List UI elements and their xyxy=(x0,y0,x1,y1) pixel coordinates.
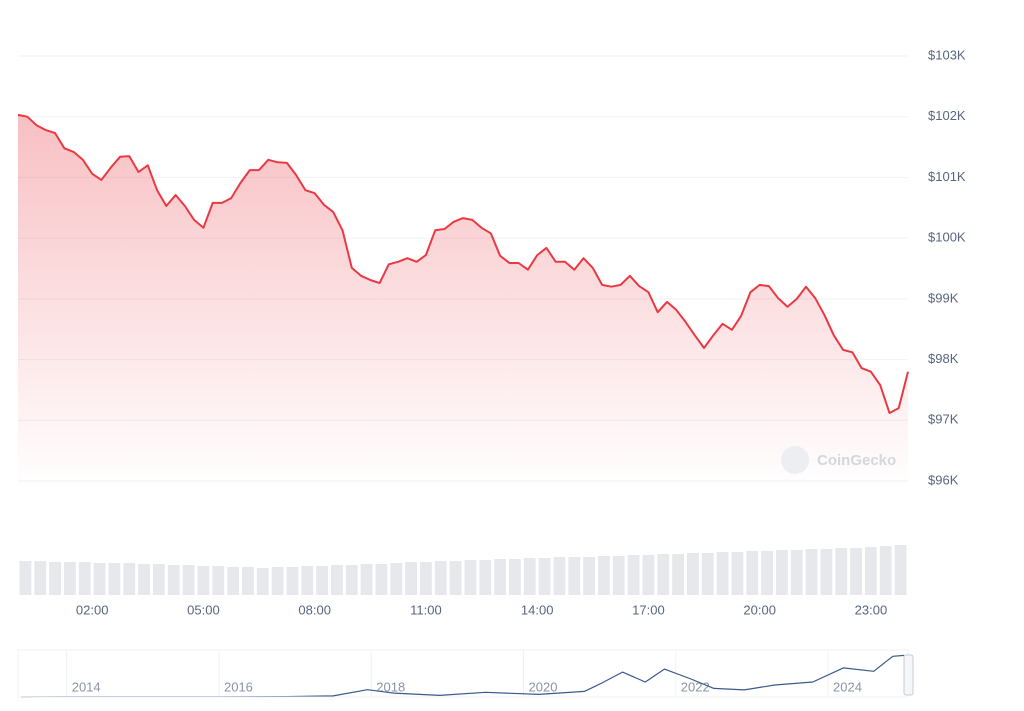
watermark-logo xyxy=(781,446,809,474)
volume-bar xyxy=(345,565,358,595)
y-tick-label: $102K xyxy=(928,108,966,123)
volume-bar xyxy=(241,567,254,595)
volume-bar xyxy=(212,566,225,595)
area-fill xyxy=(18,114,908,490)
volume-bar xyxy=(108,563,121,595)
x-tick-label: 23:00 xyxy=(855,602,888,617)
x-tick-label: 11:00 xyxy=(410,602,442,617)
volume-bar xyxy=(508,559,521,595)
x-tick-label: 17:00 xyxy=(632,602,665,617)
volume-bar xyxy=(316,566,329,595)
volume-bar xyxy=(553,557,566,595)
x-tick-label: 2022 xyxy=(681,679,710,694)
volume-bar xyxy=(182,565,195,595)
volume-bar xyxy=(197,566,210,595)
y-tick-label: $100K xyxy=(928,230,966,245)
y-tick-label: $101K xyxy=(928,169,966,184)
volume-bar xyxy=(820,549,833,595)
plot: $96K $97K $98K $99K $100K $101K $102K $103K 02:0… xyxy=(17,47,966,698)
volume-bar xyxy=(494,559,507,595)
volume-bar xyxy=(434,561,447,595)
volume-bar xyxy=(19,561,32,595)
volume-bar xyxy=(672,554,685,595)
volume-bar xyxy=(775,550,788,595)
x-tick-label: 14:00 xyxy=(521,602,554,617)
x-tick-label: 05:00 xyxy=(187,602,220,617)
volume-bar xyxy=(123,563,136,595)
navigator-frame xyxy=(17,649,909,698)
volume-bar xyxy=(93,563,106,595)
volume-bar xyxy=(805,549,818,595)
volume-bar xyxy=(746,551,759,595)
watermark-text: CoinGecko xyxy=(817,452,896,469)
volume-bar xyxy=(419,562,432,595)
volume-bar xyxy=(479,560,492,595)
volume-bar xyxy=(138,564,151,595)
volume-bar xyxy=(49,562,62,595)
volume-bar xyxy=(879,546,892,595)
navigator-line xyxy=(20,654,905,698)
x-tick-label: 2014 xyxy=(72,679,101,694)
volume-bar xyxy=(330,565,343,595)
y-tick-label: $103K xyxy=(928,47,966,62)
volume-bar xyxy=(405,562,418,595)
x-tick-label: 2018 xyxy=(376,679,405,694)
volume-bar xyxy=(731,552,744,595)
volume-bar xyxy=(152,564,165,595)
price-line xyxy=(17,113,909,414)
volume-bar xyxy=(686,553,699,595)
volume-bar xyxy=(538,558,551,595)
volume-bar xyxy=(375,564,388,595)
navigator-handle[interactable] xyxy=(903,654,914,696)
x-tick-label: 08:00 xyxy=(298,602,331,617)
volume-bar xyxy=(449,561,462,595)
volume-bar xyxy=(627,555,640,595)
volume-bar xyxy=(78,562,91,595)
volume-bar xyxy=(716,552,729,595)
volume-bar xyxy=(761,551,774,595)
x-tick-label: 2016 xyxy=(224,679,253,694)
volume-bar xyxy=(256,568,269,595)
x-tick-label: 2024 xyxy=(833,679,862,694)
x-tick-label: 2020 xyxy=(529,679,558,694)
volume-bar xyxy=(390,563,403,595)
volume-bar xyxy=(568,557,581,595)
volume-bar xyxy=(34,561,47,595)
x-tick-label: 02:00 xyxy=(76,602,109,617)
volume-bar xyxy=(63,562,76,595)
y-tick-label: $98K xyxy=(928,351,959,366)
volume-bar xyxy=(835,548,848,595)
volume-bar xyxy=(167,565,180,595)
volume-bar xyxy=(864,547,877,595)
volume-bar xyxy=(642,555,655,595)
volume-bar xyxy=(271,567,284,595)
y-tick-label: $97K xyxy=(928,412,959,427)
volume-bar xyxy=(597,556,610,595)
volume-bar xyxy=(850,548,863,595)
watermark: CoinGecko xyxy=(781,446,896,474)
volume-bar xyxy=(360,564,373,595)
volume-bar xyxy=(790,550,803,595)
volume-bar xyxy=(701,553,714,595)
volume-bar xyxy=(612,556,625,595)
volume-bar xyxy=(657,554,670,595)
y-tick-label: $99K xyxy=(928,290,959,305)
volume-bar xyxy=(464,560,477,595)
volume-bar xyxy=(894,545,907,595)
y-tick-label: $96K xyxy=(928,472,959,487)
x-tick-label: 20:00 xyxy=(743,602,776,617)
volume-bar xyxy=(286,567,299,595)
volume-bar xyxy=(583,557,596,595)
volume-bar xyxy=(301,566,314,595)
volume-bar xyxy=(523,558,536,595)
volume-bar xyxy=(227,567,240,595)
